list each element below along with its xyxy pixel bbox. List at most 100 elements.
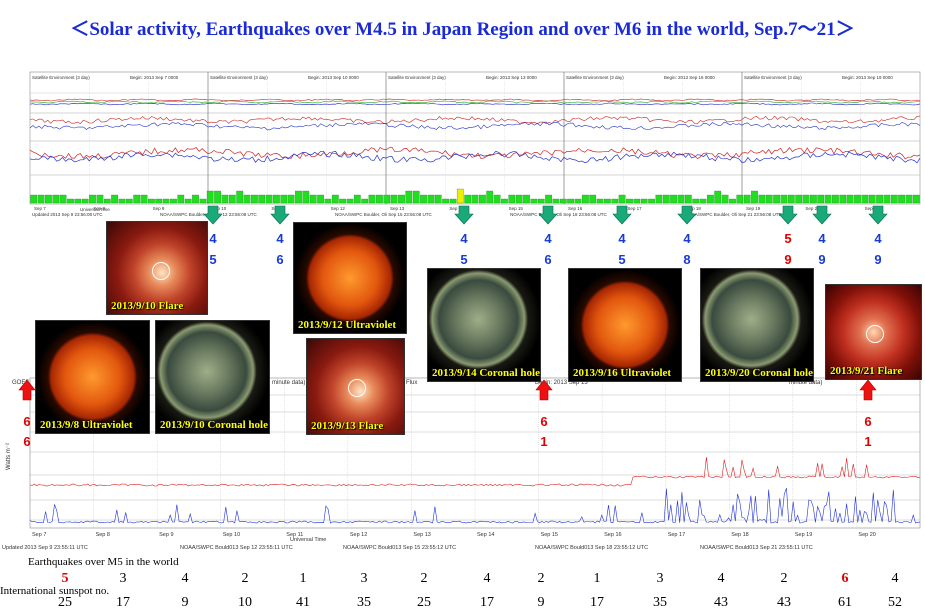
sunspot-count: 25 (58, 595, 72, 610)
kp-bar (824, 194, 832, 204)
goes-top-header-text: Satellite Environment (3 day) (210, 75, 268, 80)
top-date-tick: Sep 7 (34, 206, 46, 211)
japan-quake-arrow: 49 (868, 205, 888, 267)
kp-bar (699, 198, 707, 204)
kp-bar (861, 194, 869, 204)
kp-bar (670, 194, 677, 204)
kp-bar (45, 194, 52, 204)
top-date-tick: Sep 19 (746, 206, 761, 211)
japan-quake-magnitude: 4 (683, 231, 691, 246)
kp-bar (684, 194, 692, 204)
kp-bar (802, 194, 810, 204)
xray-long-trace (29, 457, 921, 487)
top-footer-text: NOAA/SWPC Boulder, Oli Sep 15 23:56:08 U… (335, 212, 433, 217)
world-quake-arrow: 61 (859, 379, 877, 449)
world-eq-count: 1 (593, 571, 601, 586)
sunspot-count: 17 (590, 595, 604, 610)
page-title: ＜Solar activity, Earthquakes over M4.5 i… (70, 19, 855, 40)
xray-footer-text: NOAA/SWPC Bould013 Sep 15 23:55:12 UTC (343, 545, 456, 551)
world-quake-arrow: 61 (535, 379, 553, 449)
world-eq-count: 1 (299, 571, 307, 586)
world-eq-count: 2 (537, 571, 545, 586)
kp-bar (537, 198, 545, 204)
kp-bar (398, 194, 405, 204)
kp-bar (265, 194, 273, 204)
goes-top-header-text: Satellite Environment (3 day) (566, 75, 624, 80)
goes-xray-traces (29, 457, 921, 524)
goes-xray-headers: GOES minute data) Flux Begin: 2013 Sep 13 mi… (6, 380, 822, 470)
japan-quake-count: 5 (209, 252, 216, 267)
world-eq-count: 6 (841, 571, 849, 586)
proton-trace-green (29, 100, 920, 104)
kp-bar (795, 194, 803, 204)
magnetometer-trace-blue (29, 150, 921, 164)
kp-bar (515, 194, 523, 204)
kp-bar (199, 198, 207, 204)
goes-xray-grid (29, 378, 921, 528)
kp-bar (118, 198, 126, 204)
xray-header-text: Begin: 2013 Sep 13 (535, 380, 588, 386)
japan-quake-arrow: 45 (454, 205, 474, 267)
kp-bar (876, 194, 883, 204)
kp-bar (552, 198, 560, 204)
proton-trace-blue (29, 102, 921, 106)
kp-bar (258, 194, 266, 204)
kp-bar (148, 198, 155, 204)
kp-bar (103, 198, 111, 204)
kp-bar (501, 198, 508, 204)
sunspot-count: 9 (181, 595, 189, 610)
world-quake-count: 1 (540, 434, 547, 449)
kp-bar (236, 190, 244, 204)
xray-date-tick: Sep 19 (795, 532, 812, 538)
world-eq-count: 4 (891, 571, 899, 586)
kp-bar (273, 194, 280, 204)
xray-footer-text: Updated 2013 Sep 9 23:55:11 UTC (2, 545, 88, 551)
green-arrow-shape (203, 205, 223, 225)
red-arrow-shape (859, 379, 877, 401)
kp-bar (810, 194, 817, 204)
kp-bar (846, 194, 854, 204)
kp-bar (912, 194, 920, 204)
kp-bar (228, 194, 236, 204)
kp-bar (692, 198, 700, 204)
japan-quake-magnitude: 5 (784, 231, 791, 246)
sunspot-count: 61 (838, 595, 852, 610)
kp-bar (905, 194, 913, 204)
top-date-tick: Sep 17 (627, 206, 642, 211)
sunspot-count: 17 (480, 595, 494, 610)
kp-bar (832, 194, 839, 204)
kp-bar (427, 194, 435, 204)
sunspot-count: 10 (238, 595, 252, 610)
kp-bar (412, 190, 420, 204)
kp-bar (618, 194, 626, 204)
kp-bar (30, 194, 38, 204)
japan-quake-magnitude: 4 (818, 231, 826, 246)
sunspot-count: 43 (777, 595, 791, 610)
world-quake-magnitude: 6 (540, 414, 547, 429)
kp-bar (471, 194, 479, 204)
kp-bar (765, 194, 773, 204)
kp-bar (582, 194, 589, 204)
green-arrow-shape (538, 205, 558, 225)
kp-bar (324, 198, 332, 204)
kp-bar (751, 190, 758, 204)
kp-bar (508, 194, 516, 204)
world-quake-magnitude: 6 (23, 414, 30, 429)
top-footer-text: NOAA/SWPC Boulder, Oli Sep 21 23:56:08 U… (685, 212, 783, 217)
kp-bar (81, 198, 89, 204)
xray-footer-text: NOAA/SWPC Bould013 Sep 21 23:55:11 UTC (700, 545, 813, 551)
xray-date-tick: Sep 8 (96, 532, 110, 538)
kp-bar (464, 194, 472, 204)
kp-bar (390, 194, 398, 204)
japan-quake-count: 6 (276, 252, 283, 267)
top-date-tick: Sep 15 (509, 206, 524, 211)
kp-bar (74, 198, 82, 204)
kp-bar (280, 194, 288, 204)
goes-top-header-text: Begin: 2013 Sep 16 0000 (664, 75, 715, 80)
electron-trace-red (29, 115, 921, 125)
kp-index-plot (29, 174, 921, 205)
goes-top-headers: Satellite Environment (3 day) Begin: 2013… (32, 75, 893, 80)
kp-bar (302, 190, 310, 204)
kp-bar (184, 198, 192, 204)
